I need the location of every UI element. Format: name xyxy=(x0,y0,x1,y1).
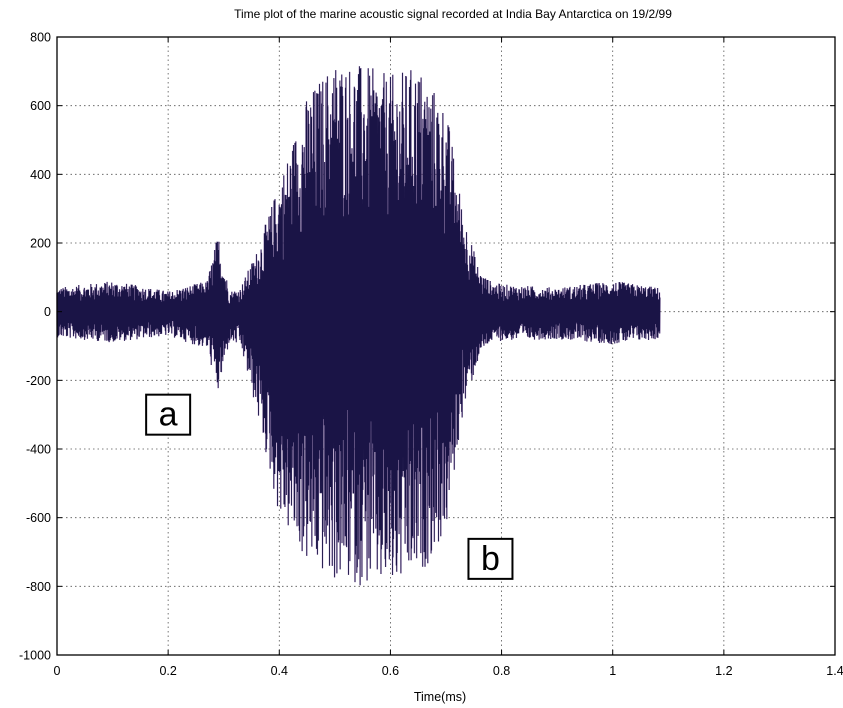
y-tick-label: 800 xyxy=(30,31,51,45)
x-tick-label: 0.8 xyxy=(493,664,510,678)
annotation-label: a xyxy=(159,396,178,434)
annotations: ab xyxy=(145,393,514,580)
y-tick-label: -200 xyxy=(26,374,51,388)
y-tick-label: 200 xyxy=(30,237,51,251)
y-tick-label: 400 xyxy=(30,168,51,182)
y-tick-label: 600 xyxy=(30,99,51,113)
signal-trace xyxy=(56,66,661,586)
signal-waveform xyxy=(56,66,661,586)
x-tick-label: 0.4 xyxy=(271,664,288,678)
x-axis-label: Time(ms) xyxy=(414,690,466,704)
annotation-label: b xyxy=(481,540,500,578)
y-tick-label: -1000 xyxy=(19,649,51,663)
plot-frame xyxy=(56,36,836,656)
x-tick-label: 0.6 xyxy=(382,664,399,678)
x-tick-label: 1.2 xyxy=(715,664,732,678)
x-tick-label: 1 xyxy=(609,664,616,678)
annotation-a: a xyxy=(145,393,192,436)
y-tick-label: -600 xyxy=(26,511,51,525)
y-tick-label: -800 xyxy=(26,580,51,594)
grid-lines xyxy=(57,37,835,655)
y-tick-label: -400 xyxy=(26,443,51,457)
annotation-box xyxy=(467,537,514,580)
annotation-box xyxy=(145,393,192,436)
chart-title: Time plot of the marine acoustic signal … xyxy=(234,7,672,21)
x-tick-label: 0 xyxy=(54,664,61,678)
axis-ticks: 0 0.2 0.4 0.6 0.8 1 1.2 1.4 800 600 400 200 0 -200 -40… xyxy=(19,31,843,679)
x-tick-label: 1.4 xyxy=(826,664,843,678)
y-tick-label: 0 xyxy=(44,305,51,319)
annotation-b: b xyxy=(467,537,514,580)
x-tick-label: 0.2 xyxy=(159,664,176,678)
